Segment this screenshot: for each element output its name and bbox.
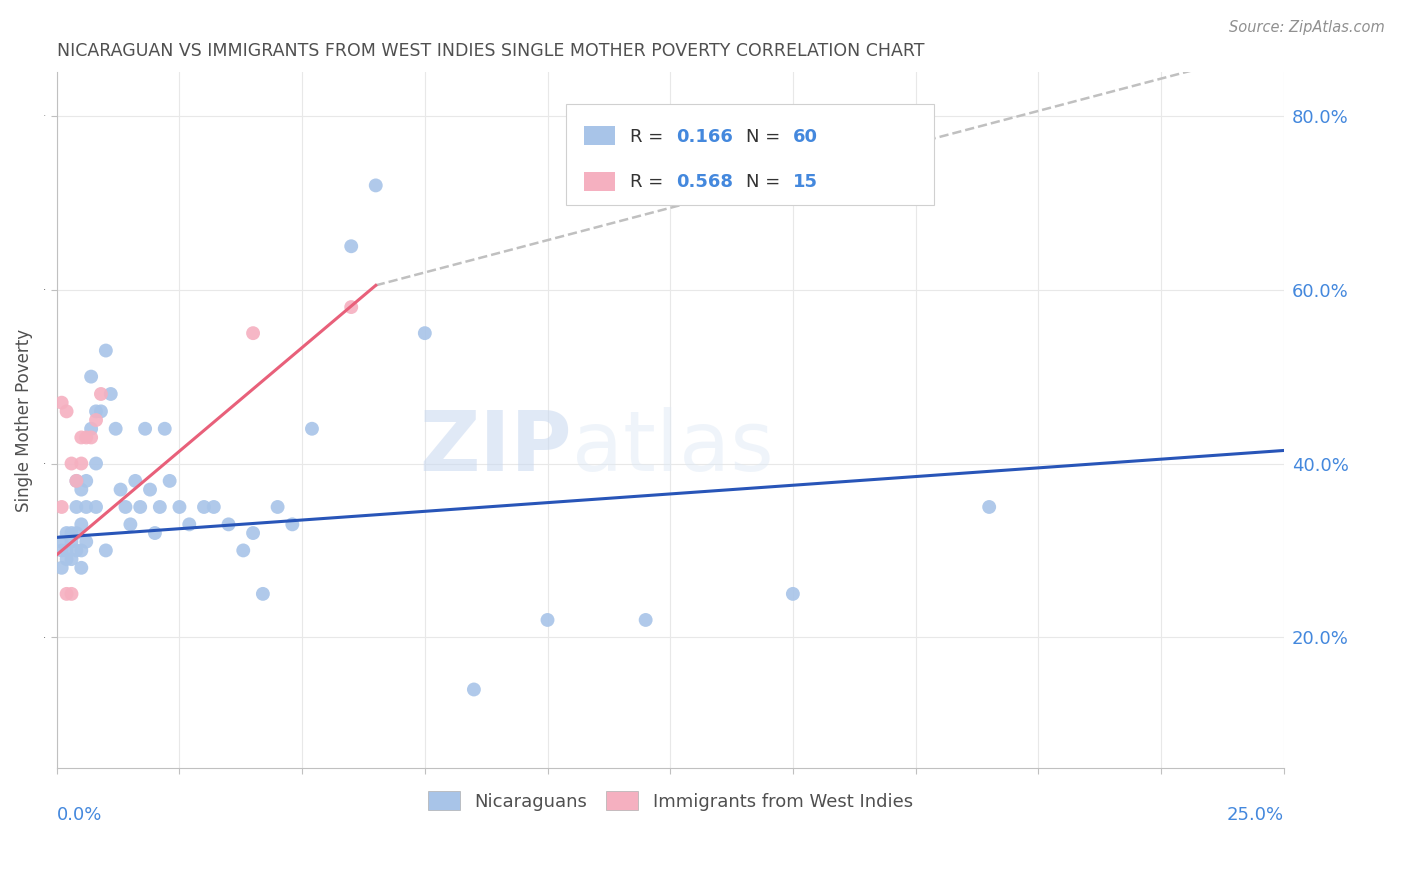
Point xyxy=(55,587,77,601)
Point xyxy=(60,457,83,471)
Point xyxy=(65,543,87,558)
Point xyxy=(80,369,103,384)
Point xyxy=(179,517,201,532)
Point xyxy=(218,517,240,532)
Point xyxy=(70,483,93,497)
Point xyxy=(159,474,181,488)
Point xyxy=(84,404,107,418)
Point xyxy=(60,534,83,549)
Point xyxy=(55,404,77,418)
Text: NICARAGUAN VS IMMIGRANTS FROM WEST INDIES SINGLE MOTHER POVERTY CORRELATION CHAR: NICARAGUAN VS IMMIGRANTS FROM WEST INDIE… xyxy=(56,42,924,60)
Point xyxy=(340,239,363,253)
Point xyxy=(55,526,77,541)
Point xyxy=(110,483,132,497)
Point xyxy=(70,430,93,444)
Point xyxy=(90,387,112,401)
Point xyxy=(70,543,93,558)
Point xyxy=(75,474,97,488)
Point xyxy=(80,430,103,444)
Point xyxy=(252,587,274,601)
Text: N =: N = xyxy=(747,173,786,191)
Text: Source: ZipAtlas.com: Source: ZipAtlas.com xyxy=(1229,20,1385,35)
Point xyxy=(94,543,117,558)
Point xyxy=(153,422,176,436)
Point xyxy=(51,500,73,514)
Point xyxy=(65,474,87,488)
Point xyxy=(60,552,83,566)
Point xyxy=(65,474,87,488)
Point xyxy=(536,613,558,627)
Point xyxy=(55,543,77,558)
Point xyxy=(120,517,142,532)
Point xyxy=(90,404,112,418)
Point xyxy=(134,422,156,436)
Point xyxy=(75,500,97,514)
Point xyxy=(65,500,87,514)
Text: R =: R = xyxy=(630,173,669,191)
Point xyxy=(75,430,97,444)
Legend: Nicaraguans, Immigrants from West Indies: Nicaraguans, Immigrants from West Indies xyxy=(420,784,920,818)
Point xyxy=(75,534,97,549)
Point xyxy=(124,474,146,488)
Point xyxy=(979,500,1001,514)
Point xyxy=(169,500,191,514)
Text: atlas: atlas xyxy=(572,408,773,489)
Point xyxy=(94,343,117,358)
Point xyxy=(55,552,77,566)
Point xyxy=(114,500,136,514)
FancyBboxPatch shape xyxy=(585,171,614,191)
Text: 0.0%: 0.0% xyxy=(56,806,103,824)
Point xyxy=(84,457,107,471)
FancyBboxPatch shape xyxy=(585,127,614,145)
Point xyxy=(242,526,264,541)
Point xyxy=(463,682,485,697)
Point xyxy=(340,300,363,314)
Point xyxy=(782,587,804,601)
Point xyxy=(232,543,254,558)
Point xyxy=(149,500,172,514)
Text: 15: 15 xyxy=(793,173,818,191)
Y-axis label: Single Mother Poverty: Single Mother Poverty xyxy=(15,328,32,512)
Point xyxy=(60,526,83,541)
Point xyxy=(139,483,162,497)
Point xyxy=(65,526,87,541)
Point xyxy=(193,500,215,514)
Point xyxy=(301,422,323,436)
Point xyxy=(84,500,107,514)
Point xyxy=(129,500,152,514)
Point xyxy=(242,326,264,340)
Point xyxy=(51,543,73,558)
Point xyxy=(281,517,304,532)
Point xyxy=(51,534,73,549)
Point xyxy=(202,500,225,514)
FancyBboxPatch shape xyxy=(565,103,934,204)
Point xyxy=(60,587,83,601)
Point xyxy=(84,413,107,427)
Point xyxy=(634,613,657,627)
Point xyxy=(143,526,166,541)
Point xyxy=(51,561,73,575)
Point xyxy=(70,517,93,532)
Text: R =: R = xyxy=(630,128,669,146)
Text: ZIP: ZIP xyxy=(419,408,572,489)
Point xyxy=(80,422,103,436)
Text: N =: N = xyxy=(747,128,786,146)
Point xyxy=(100,387,122,401)
Point xyxy=(413,326,436,340)
Point xyxy=(364,178,387,193)
Point xyxy=(51,395,73,409)
Point xyxy=(70,561,93,575)
Text: 0.166: 0.166 xyxy=(676,128,733,146)
Point xyxy=(266,500,288,514)
Text: 60: 60 xyxy=(793,128,818,146)
Point xyxy=(104,422,127,436)
Point xyxy=(70,457,93,471)
Text: 0.568: 0.568 xyxy=(676,173,734,191)
Text: 25.0%: 25.0% xyxy=(1226,806,1284,824)
